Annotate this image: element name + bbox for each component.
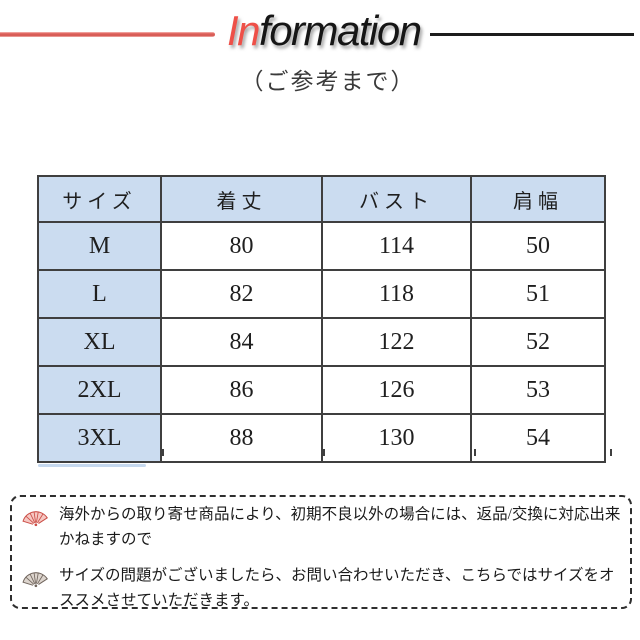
table-cell: 51 bbox=[470, 269, 606, 319]
header: Information bbox=[0, 6, 640, 62]
table-cell: 88 bbox=[160, 413, 323, 463]
table-header-row: サイズ 着丈 バスト 肩幅 bbox=[37, 175, 606, 223]
table-row: M 80 114 50 bbox=[37, 221, 606, 271]
size-row-label: L bbox=[37, 269, 162, 319]
page-title: Information bbox=[215, 7, 430, 61]
table-cell: 82 bbox=[160, 269, 323, 319]
table-cell: 118 bbox=[321, 269, 472, 319]
table-cell: 52 bbox=[470, 317, 606, 367]
note-item: サイズの問題がございましたら、お問い合わせいただき、こちらではサイズをオ ススメ… bbox=[19, 563, 624, 613]
column-header-size: サイズ bbox=[37, 175, 162, 223]
column-header-bust: バスト bbox=[321, 175, 472, 223]
size-table: サイズ 着丈 バスト 肩幅 M 80 114 50 L 82 118 51 XL… bbox=[37, 175, 606, 463]
table-cell: 114 bbox=[321, 221, 472, 271]
title-right-rule bbox=[429, 32, 634, 36]
size-row-label: XL bbox=[37, 317, 162, 367]
size-row-label: 2XL bbox=[37, 365, 162, 415]
table-row: L 82 118 51 bbox=[37, 269, 606, 319]
folding-fan-icon bbox=[22, 572, 48, 590]
table-cell: 122 bbox=[321, 317, 472, 367]
table-cell: 53 bbox=[470, 365, 606, 415]
table-cell: 126 bbox=[321, 365, 472, 415]
table-crop-line bbox=[610, 449, 612, 456]
note-text: サイズの問題がございましたら、お問い合わせいただき、こちらではサイズをオ ススメ… bbox=[59, 567, 615, 609]
title-accent: In bbox=[227, 7, 261, 54]
table-cell: 50 bbox=[470, 221, 606, 271]
table-crop-highlight bbox=[38, 464, 146, 467]
table-cell: 86 bbox=[160, 365, 323, 415]
subtitle: （ご参考まで） bbox=[240, 69, 416, 94]
column-header-shoulder: 肩幅 bbox=[470, 175, 606, 223]
table-crop-line bbox=[323, 449, 325, 456]
table-cell: 130 bbox=[321, 413, 472, 463]
table-row: 3XL 88 130 54 bbox=[37, 413, 606, 463]
table-crop-line bbox=[474, 449, 476, 456]
note-item: 海外からの取り寄せ商品により、初期不良以外の場合には、返品/交換に対応出来 かね… bbox=[19, 502, 624, 552]
size-row-label: M bbox=[37, 221, 162, 271]
note-text: 海外からの取り寄せ商品により、初期不良以外の場合には、返品/交換に対応出来 かね… bbox=[59, 506, 621, 548]
title-left-rule bbox=[0, 31, 215, 37]
table-cell: 54 bbox=[470, 413, 606, 463]
title-rest: formation bbox=[259, 7, 422, 54]
size-row-label: 3XL bbox=[37, 413, 162, 463]
table-row: 2XL 86 126 53 bbox=[37, 365, 606, 415]
table-crop-line bbox=[162, 449, 164, 456]
folding-fan-icon bbox=[22, 511, 48, 529]
column-header-length: 着丈 bbox=[160, 175, 323, 223]
table-row: XL 84 122 52 bbox=[37, 317, 606, 367]
table-cell: 80 bbox=[160, 221, 323, 271]
notes-box: 海外からの取り寄せ商品により、初期不良以外の場合には、返品/交換に対応出来 かね… bbox=[10, 495, 632, 609]
table-cell: 84 bbox=[160, 317, 323, 367]
